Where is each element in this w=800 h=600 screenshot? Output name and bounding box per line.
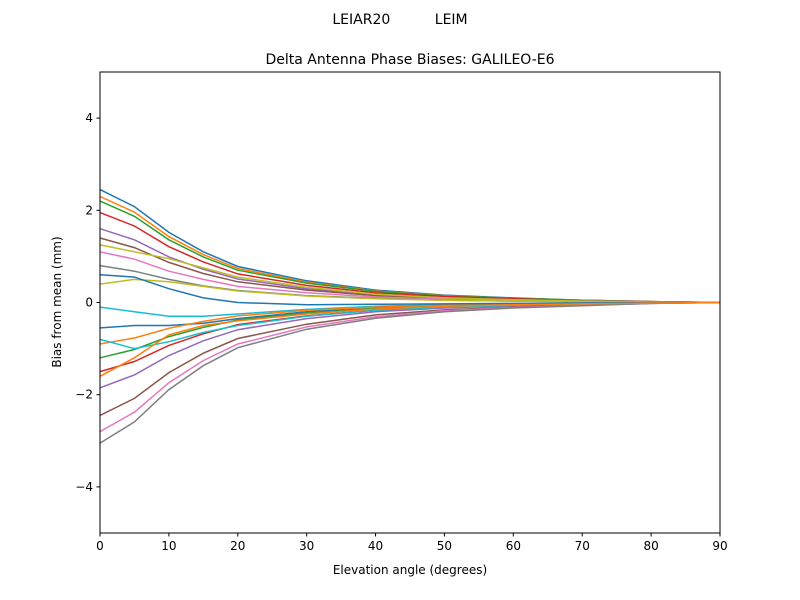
series-line-16 bbox=[99, 301, 721, 433]
x-tick-label: 90 bbox=[712, 539, 727, 553]
x-tick-label: 40 bbox=[368, 539, 383, 553]
x-tick-label: 20 bbox=[230, 539, 245, 553]
y-tick-label: 2 bbox=[85, 203, 93, 217]
y-tick-label: 0 bbox=[85, 296, 93, 310]
series-line-1 bbox=[99, 195, 721, 304]
x-axis-label: Elevation angle (degrees) bbox=[333, 563, 487, 577]
chart-suptitle: LEIAR20 LEIM bbox=[332, 12, 467, 28]
chart-title: Delta Antenna Phase Biases: GALILEO-E6 bbox=[265, 52, 554, 68]
series-lines bbox=[99, 188, 721, 444]
x-tick-label: 30 bbox=[299, 539, 314, 553]
series-line-20 bbox=[99, 274, 720, 306]
x-tick-label: 10 bbox=[161, 539, 176, 553]
series-line-19 bbox=[99, 301, 721, 350]
series-line-21 bbox=[99, 301, 721, 377]
series-line-3 bbox=[99, 211, 721, 304]
x-tick-label: 60 bbox=[506, 539, 521, 553]
y-tick-label: 4 bbox=[85, 111, 93, 125]
y-axis: −4 −2 0 2 4 bbox=[75, 111, 100, 494]
x-axis: 0 10 20 30 40 50 60 70 80 90 bbox=[96, 533, 728, 553]
series-line-15 bbox=[99, 301, 721, 417]
series-line-2 bbox=[99, 200, 721, 304]
x-tick-label: 70 bbox=[575, 539, 590, 553]
x-tick-label: 50 bbox=[437, 539, 452, 553]
series-line-17 bbox=[99, 301, 721, 444]
series-line-18 bbox=[99, 244, 721, 304]
series-line-12 bbox=[99, 301, 721, 359]
y-tick-label: −2 bbox=[75, 388, 93, 402]
y-tick-label: −4 bbox=[75, 480, 93, 494]
x-tick-label: 0 bbox=[96, 539, 104, 553]
y-axis-label: Bias from mean (mm) bbox=[50, 236, 64, 367]
x-tick-label: 80 bbox=[643, 539, 658, 553]
series-line-8 bbox=[99, 278, 721, 304]
